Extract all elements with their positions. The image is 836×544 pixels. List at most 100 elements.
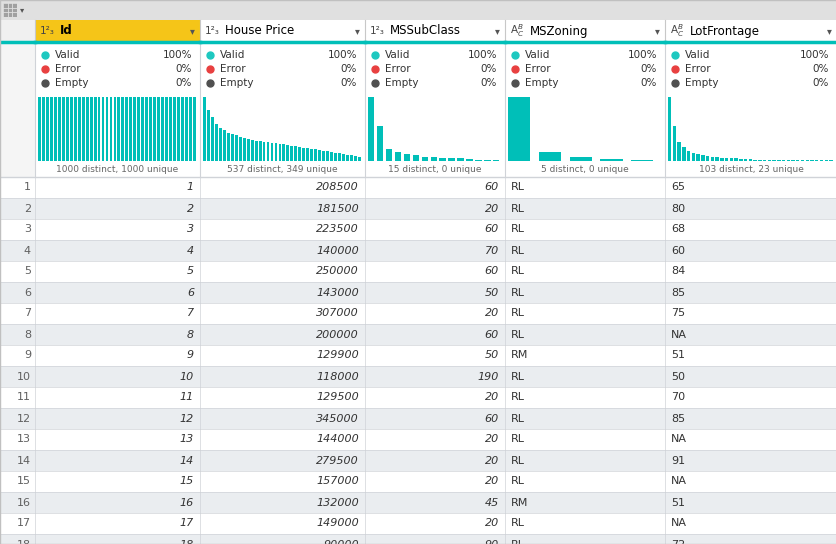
Bar	[78, 97, 80, 161]
Bar	[786, 160, 789, 161]
Text: ▾: ▾	[826, 26, 830, 36]
Text: 20: 20	[484, 203, 498, 213]
Text: 70: 70	[670, 393, 685, 403]
Bar	[306, 148, 308, 161]
Bar	[110, 97, 112, 161]
Bar	[0, 345, 836, 366]
Text: 85: 85	[670, 413, 685, 423]
Bar	[74, 97, 77, 161]
Text: 60: 60	[484, 413, 498, 423]
Text: 13: 13	[180, 435, 194, 444]
Text: 60: 60	[484, 267, 498, 276]
Text: 100%: 100%	[627, 50, 656, 60]
Text: 0%: 0%	[480, 64, 497, 74]
Text: 6: 6	[186, 287, 194, 298]
Text: 68: 68	[670, 225, 685, 234]
Bar	[133, 97, 136, 161]
Text: 2: 2	[24, 203, 31, 213]
Text: 8: 8	[186, 330, 194, 339]
Text: 100%: 100%	[327, 50, 357, 60]
Bar	[35, 20, 200, 42]
Text: 0%: 0%	[812, 78, 828, 88]
Bar	[790, 160, 793, 161]
Text: 18: 18	[17, 540, 31, 544]
Bar	[242, 138, 245, 161]
Bar	[752, 160, 756, 161]
Bar	[267, 143, 269, 161]
Text: 7: 7	[186, 308, 194, 318]
Text: House Price: House Price	[225, 24, 294, 38]
Text: 118000: 118000	[316, 372, 359, 381]
Bar	[82, 97, 84, 161]
Text: 84: 84	[670, 267, 685, 276]
Text: RL: RL	[511, 540, 524, 544]
Bar	[193, 97, 196, 161]
Bar	[326, 151, 329, 161]
Bar	[0, 366, 836, 387]
Text: Id: Id	[60, 24, 73, 38]
Bar	[456, 158, 463, 161]
Bar	[354, 156, 356, 161]
Bar	[141, 97, 144, 161]
Bar	[145, 97, 148, 161]
Bar	[263, 142, 265, 161]
Bar	[715, 157, 718, 161]
Bar	[35, 42, 200, 177]
Text: 103 distinct, 23 unique: 103 distinct, 23 unique	[698, 164, 803, 174]
Bar	[46, 97, 48, 161]
Text: RL: RL	[511, 308, 524, 318]
Text: RL: RL	[511, 182, 524, 193]
Bar	[189, 97, 191, 161]
Bar	[149, 97, 152, 161]
Text: RL: RL	[511, 225, 524, 234]
Text: 5: 5	[24, 267, 31, 276]
Bar	[66, 97, 69, 161]
Bar	[54, 97, 57, 161]
Text: ▾: ▾	[354, 26, 359, 36]
Bar	[270, 143, 273, 161]
Text: 85: 85	[670, 287, 685, 298]
Bar	[403, 154, 410, 161]
Bar	[235, 135, 237, 161]
Bar	[50, 97, 53, 161]
Bar	[368, 97, 374, 161]
Text: 144000: 144000	[316, 435, 359, 444]
Bar	[686, 151, 690, 161]
Bar	[0, 429, 836, 450]
Text: 3: 3	[24, 225, 31, 234]
Text: 250000: 250000	[316, 267, 359, 276]
Bar	[200, 20, 364, 42]
Text: Empty: Empty	[524, 78, 558, 88]
Text: 9: 9	[24, 350, 31, 361]
Bar	[733, 158, 737, 161]
Bar	[828, 160, 832, 161]
Text: 17: 17	[17, 518, 31, 529]
Text: 1000 distinct, 1000 unique: 1000 distinct, 1000 unique	[56, 164, 178, 174]
Bar	[274, 143, 277, 161]
Text: 307000: 307000	[316, 308, 359, 318]
Bar	[569, 157, 591, 161]
Text: RL: RL	[511, 203, 524, 213]
Bar	[85, 97, 89, 161]
Text: 10: 10	[180, 372, 194, 381]
Bar	[0, 282, 836, 303]
Bar	[117, 97, 120, 161]
Text: RL: RL	[511, 477, 524, 486]
Text: 279500: 279500	[316, 455, 359, 466]
Text: ▾: ▾	[189, 26, 194, 36]
Text: 65: 65	[670, 182, 684, 193]
Bar	[364, 20, 504, 42]
Text: RL: RL	[511, 455, 524, 466]
Bar	[762, 160, 765, 161]
Text: 181500: 181500	[316, 203, 359, 213]
Text: 0%: 0%	[640, 78, 656, 88]
Text: 60: 60	[484, 225, 498, 234]
Bar	[729, 158, 732, 161]
Text: 15 distinct, 0 unique: 15 distinct, 0 unique	[388, 164, 482, 174]
Text: 132000: 132000	[316, 498, 359, 508]
Text: 0%: 0%	[812, 64, 828, 74]
Text: NA: NA	[670, 518, 686, 529]
Text: Valid: Valid	[220, 50, 245, 60]
Text: 15: 15	[17, 477, 31, 486]
Bar	[203, 97, 206, 161]
